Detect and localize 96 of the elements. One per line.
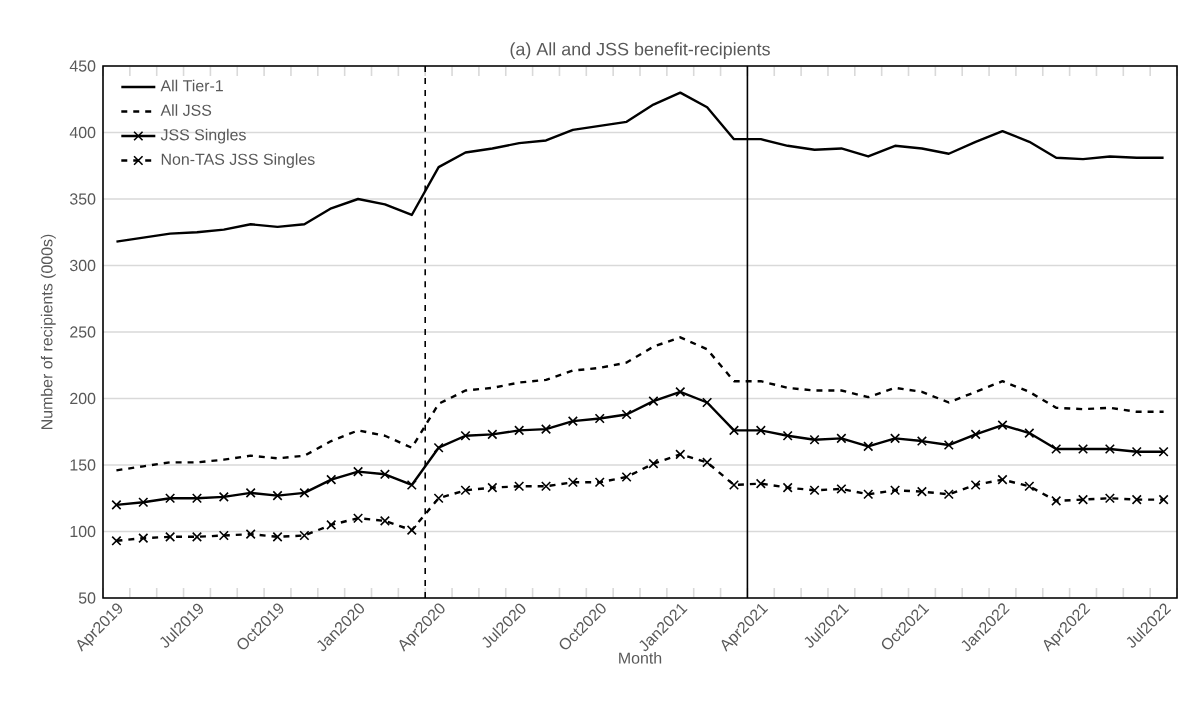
point bbox=[111, 499, 122, 510]
point bbox=[1131, 446, 1142, 457]
point bbox=[433, 493, 444, 504]
point bbox=[1024, 428, 1035, 439]
point bbox=[970, 429, 981, 440]
point bbox=[943, 489, 954, 500]
point bbox=[997, 474, 1008, 485]
point bbox=[487, 429, 498, 440]
point bbox=[299, 487, 310, 498]
point bbox=[406, 525, 417, 536]
y-axis-title: Number of recipients (000s) bbox=[40, 234, 56, 430]
y-tick-label: 400 bbox=[69, 126, 96, 139]
point bbox=[245, 487, 256, 498]
y-tick-label: 150 bbox=[70, 459, 96, 471]
point bbox=[326, 519, 337, 530]
x-axis-title: Month bbox=[619, 652, 662, 664]
point bbox=[594, 413, 605, 424]
point bbox=[621, 409, 632, 420]
point bbox=[1158, 494, 1169, 505]
point bbox=[836, 433, 847, 444]
point bbox=[514, 481, 525, 492]
legend-label: All Tier-1 bbox=[160, 79, 223, 92]
y-tick-label: 350 bbox=[69, 193, 96, 205]
point bbox=[621, 471, 632, 483]
point bbox=[218, 530, 229, 541]
point bbox=[514, 425, 525, 436]
point bbox=[997, 420, 1008, 431]
point bbox=[460, 430, 471, 441]
point bbox=[1104, 493, 1115, 504]
point bbox=[567, 416, 578, 427]
point bbox=[379, 515, 390, 526]
point bbox=[1024, 481, 1035, 492]
point bbox=[1131, 494, 1142, 505]
point bbox=[1051, 495, 1062, 506]
point bbox=[165, 493, 176, 504]
point bbox=[165, 531, 176, 542]
point bbox=[809, 434, 820, 445]
point bbox=[648, 396, 659, 407]
point bbox=[460, 485, 471, 496]
point bbox=[728, 425, 740, 436]
y-tick-label: 250 bbox=[70, 326, 96, 338]
point bbox=[1078, 444, 1089, 455]
point bbox=[1078, 494, 1089, 505]
point bbox=[782, 482, 793, 493]
point bbox=[379, 469, 390, 480]
point bbox=[728, 479, 740, 490]
point bbox=[890, 485, 901, 496]
y-tick-label: 300 bbox=[69, 259, 96, 272]
point bbox=[675, 386, 686, 397]
point bbox=[433, 442, 444, 453]
point bbox=[863, 441, 874, 452]
legend-label: Non-TAS JSS Singles bbox=[161, 153, 315, 169]
point bbox=[863, 489, 874, 500]
point bbox=[218, 491, 229, 502]
point bbox=[836, 483, 847, 494]
y-tick-label: 200 bbox=[70, 392, 96, 405]
point bbox=[353, 513, 364, 524]
legend-label: JSS Singles bbox=[160, 128, 246, 144]
y-tick-label: 450 bbox=[69, 60, 96, 72]
point bbox=[326, 474, 337, 485]
point bbox=[540, 424, 552, 435]
point bbox=[138, 497, 149, 508]
point bbox=[272, 490, 283, 501]
y-tick-label: 100 bbox=[70, 525, 96, 538]
point bbox=[594, 477, 605, 488]
point bbox=[245, 529, 256, 540]
point bbox=[111, 535, 122, 546]
point bbox=[272, 531, 283, 542]
y-tick-label: 50 bbox=[78, 592, 96, 604]
point bbox=[191, 493, 203, 504]
point bbox=[755, 478, 766, 489]
point bbox=[675, 449, 686, 460]
point bbox=[1104, 444, 1115, 455]
point bbox=[648, 458, 659, 469]
point bbox=[943, 440, 954, 451]
point bbox=[191, 531, 203, 542]
chart-title: (a) All and JSS benefit-recipients bbox=[510, 42, 770, 60]
point bbox=[299, 530, 310, 541]
point bbox=[702, 397, 713, 408]
point bbox=[702, 457, 713, 468]
point bbox=[540, 481, 552, 492]
point bbox=[567, 477, 578, 488]
point bbox=[782, 430, 793, 441]
point bbox=[406, 479, 417, 490]
point bbox=[809, 485, 820, 496]
point bbox=[755, 425, 766, 436]
point bbox=[1051, 444, 1062, 455]
point bbox=[1158, 446, 1169, 457]
point bbox=[916, 436, 927, 447]
point bbox=[353, 466, 364, 477]
legend-label: All JSS bbox=[160, 104, 212, 116]
point bbox=[890, 433, 901, 444]
point bbox=[487, 482, 498, 493]
point bbox=[138, 533, 149, 544]
point bbox=[916, 486, 927, 497]
point bbox=[970, 479, 981, 490]
